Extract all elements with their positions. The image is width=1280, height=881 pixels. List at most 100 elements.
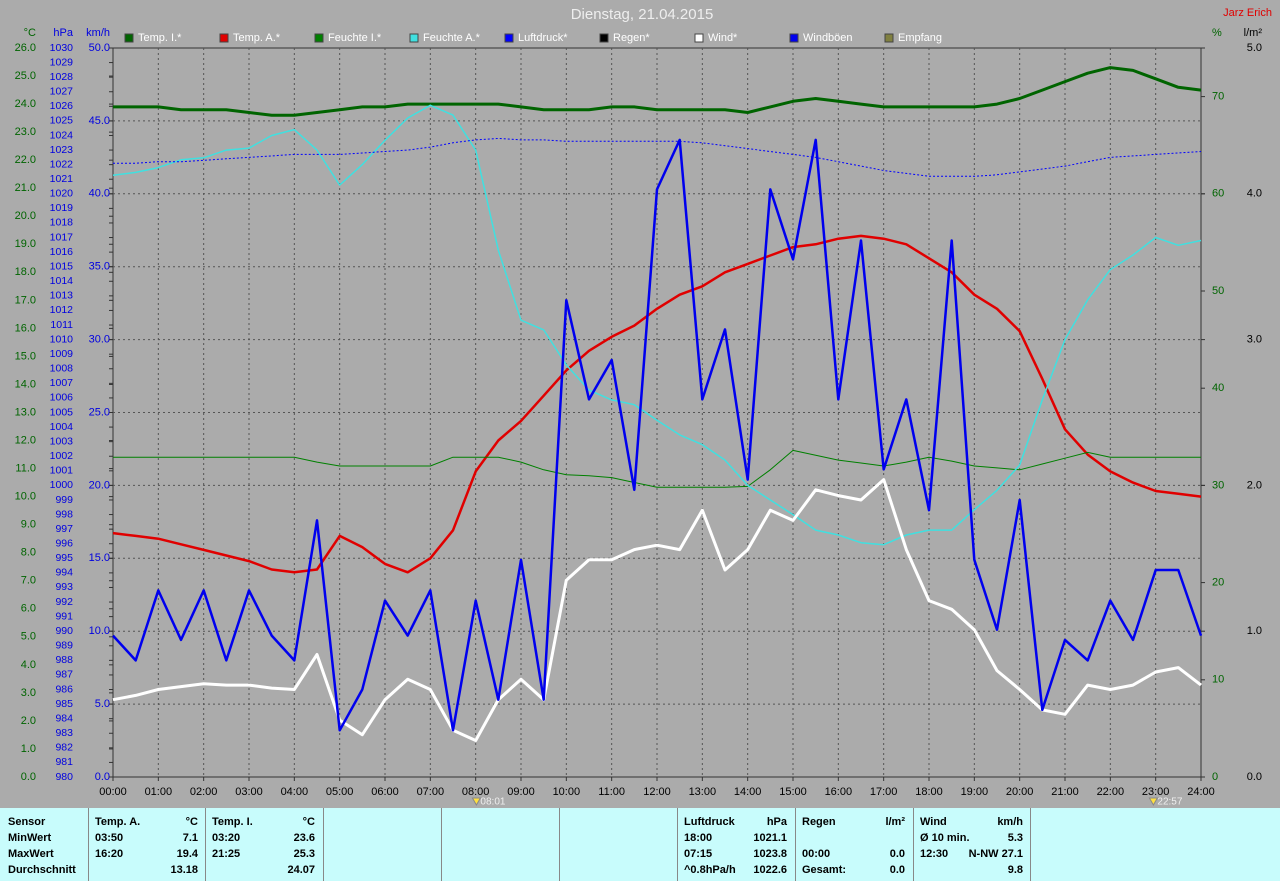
stat-label: 03:50 [95,832,124,844]
stat-value: 13.18 [170,864,198,876]
y-tick-label: 994 [55,567,73,579]
y-tick-label: 1015 [50,260,74,272]
x-tick-label: 14:00 [734,786,762,798]
stat-label: Gesamt: [802,864,847,876]
y-tick-label: 5.0 [21,631,36,643]
y-tick-label: 989 [55,640,73,652]
axis-unit: °C [24,27,36,39]
y-tick-label: 1001 [50,465,74,477]
stats-panel: Sensor MinWert MaxWert Durchschnitt Temp. A.… [0,808,1280,881]
stat-value: 25.3 [293,848,315,860]
column-separator [677,808,678,881]
y-tick-label: 1019 [50,202,74,214]
axis-unit: km/h [86,27,110,39]
y-tick-label: 23.0 [15,126,36,138]
axis-unit: hPa [53,27,73,39]
y-tick-label: 1024 [50,129,74,141]
y-tick-label: 997 [55,523,73,535]
x-tick-label: 10:00 [553,786,581,798]
marker-label: 08:01 [480,797,505,808]
stat-label: 18:00 [684,832,713,844]
y-tick-label: 1021 [50,173,74,185]
stat-label: 07:15 [684,848,713,860]
series-line [112,478,1202,742]
y-tick-label: 1025 [50,115,74,127]
y-tick-label: 993 [55,581,73,593]
y-tick-label: 1004 [50,421,74,433]
y-tick-label: 20 [1212,577,1224,589]
y-tick-label: 1027 [50,86,74,98]
y-tick-label: 1014 [50,275,74,287]
series-line [112,138,1203,732]
stat-value: 23.6 [293,832,315,844]
y-tick-label: 50.0 [89,42,110,54]
group-unit: hPa [766,816,787,828]
stat-label: 21:25 [212,848,241,860]
y-tick-label: 50 [1212,285,1224,297]
legend-swatch [219,33,229,43]
y-tick-label: 987 [55,669,73,681]
y-tick-label: 30.0 [89,334,110,346]
y-tick-label: 981 [55,756,73,768]
legend-swatch [789,33,799,43]
y-tick-label: 70 [1212,91,1224,103]
group-title: Regen [802,816,836,828]
y-tick-label: 19.0 [15,238,36,250]
legend-swatch [314,33,324,43]
y-tick-label: 1009 [50,348,74,360]
x-tick-label: 23:00 [1142,786,1170,798]
y-tick-label: 1005 [50,406,74,418]
y-tick-label: 984 [55,712,73,724]
legend-swatch [504,33,514,43]
y-tick-label: 0.0 [1247,771,1262,783]
y-tick-label: 5.0 [95,698,110,710]
group-title: Wind [920,816,947,828]
stat-value: 9.8 [1007,864,1023,876]
x-tick-label: 03:00 [235,786,263,798]
stat-label: 16:20 [95,848,124,860]
y-tick-label: 25.0 [15,70,36,82]
y-tick-label: 17.0 [15,294,36,306]
y-tick-label: 22.0 [15,154,36,166]
row-label: MinWert [8,832,52,844]
y-tick-label: 982 [55,742,73,754]
y-tick-label: 9.0 [21,519,36,531]
y-tick-label: 40 [1212,382,1224,394]
y-tick-label: 986 [55,683,73,695]
chart: Dienstag, 21.04.2015 Jarz Erich °C 0.0 1.0… [15,6,1272,808]
stat-value: 7.1 [182,832,198,844]
x-tick-label: 11:00 [598,786,625,798]
stat-label: 00:00 [802,848,831,860]
y-tick-label: 0.0 [95,771,110,783]
y-tick-label: 26.0 [15,42,36,54]
author: Jarz Erich [1223,7,1272,19]
y-tick-label: 12.0 [15,434,36,446]
y-tick-label: 1011 [50,319,73,331]
y-tick-label: 30 [1212,479,1224,491]
y-tick-label: 990 [55,625,73,637]
y-tick-label: 991 [55,610,73,622]
y-tick-label: 1026 [50,100,74,112]
x-tick-label: 05:00 [326,786,354,798]
stat-value: 0.0 [889,864,905,876]
marker-label: 22:57 [1157,797,1182,808]
y-tick-label: 1.0 [1247,625,1262,637]
column-separator [88,808,89,881]
column-separator [559,808,560,881]
y-tick-label: 3.0 [21,687,36,699]
y-tick-label: 988 [55,654,73,666]
y-tick-label: 20.0 [15,210,36,222]
stat-value: 1022.6 [753,864,787,876]
y-tick-label: 1000 [50,479,74,491]
x-tick-label: 06:00 [371,786,399,798]
legend-label: Feuchte I.* [328,32,382,44]
y-tick-label: 60 [1212,188,1224,200]
y-tick-label: 18.0 [15,266,36,278]
x-tick-label: 12:00 [643,786,671,798]
axis-unit: l/m² [1244,27,1263,39]
y-tick-label: 1023 [50,144,74,156]
y-tick-label: 16.0 [15,322,36,334]
stat-label: Ø 10 min. [920,832,970,844]
y-tick-label: 996 [55,538,73,550]
y-tick-label: 1003 [50,435,74,447]
